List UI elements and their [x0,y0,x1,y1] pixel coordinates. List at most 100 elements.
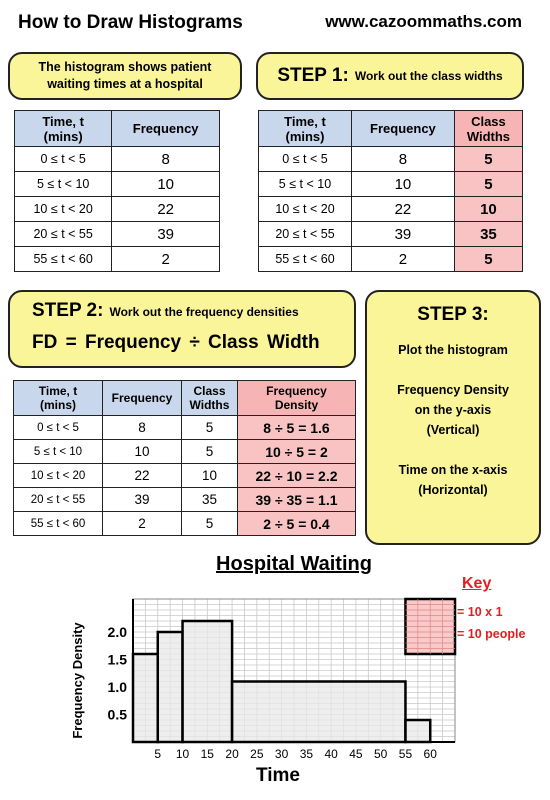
table-row: 55 ≤ t < 60 2 [13,246,220,272]
step2-label: STEP 2: [32,300,104,321]
frequency-header: Frequency [102,380,182,416]
step2-box: STEP 2: Work out the frequency densities… [8,290,356,368]
fd-cell: 8 ÷ 5 = 1.6 [237,415,356,440]
class-cell: 10 ≤ t < 20 [258,196,352,222]
frequency-cell: 39 [111,221,220,247]
frequency-cell: 2 [102,511,182,536]
class-width-cell: 5 [181,439,238,464]
class-width-cell: 5 [181,415,238,440]
frequency-cell: 22 [111,196,220,222]
frequency-header: Frequency [111,110,220,147]
frequency-header: Frequency [350,110,455,147]
table-row: 20 ≤ t < 55 39 35 [258,221,524,247]
fd-cell: 10 ÷ 5 = 2 [237,439,356,464]
step1-box: STEP 1: Work out the class widths [256,52,524,100]
x-tick-label: 25 [250,747,264,761]
step1-label: STEP 1: [277,65,349,86]
table-row: 55 ≤ t < 60 2 5 [258,246,524,272]
class-cell: 20 ≤ t < 55 [13,221,113,247]
time-header: Time, t (mins) [13,380,103,416]
x-tick-label: 20 [225,747,239,761]
class-width-table: Time, t (mins) Frequency Class Widths 0 ≤ … [258,110,524,272]
step2-text: Work out the frequency densities [109,305,299,319]
frequency-cell: 10 [111,171,220,197]
frequency-cell: 10 [102,439,182,464]
y-tick-label: 0.5 [108,707,128,723]
x-tick-label: 45 [349,747,363,761]
class-width-cell: 5 [453,246,524,272]
frequency-density-table: Time, t (mins) Frequency Class Widths Freq… [13,380,356,536]
key-line: = 10 people [457,627,526,641]
step1-text: Work out the class widths [354,69,503,83]
table-row: 5 ≤ t < 10 10 [13,171,220,197]
class-width-cell: 10 [181,463,238,488]
table-row: 10 ≤ t < 20 22 10 22 ÷ 10 = 2.2 [13,463,356,488]
x-tick-label: 35 [300,747,314,761]
frequency-cell: 8 [350,146,455,172]
page-title: How to Draw Histograms [18,12,243,33]
y-tick-label: 1.0 [108,679,128,695]
frequency-cell: 10 [350,171,455,197]
class-cell: 0 ≤ t < 5 [13,415,103,440]
x-tick-label: 55 [399,747,413,761]
x-tick-label: 60 [424,747,438,761]
class-cell: 5 ≤ t < 10 [13,171,113,197]
table-header-row: Time, t (mins) Frequency Class Widths [258,110,524,147]
class-cell: 20 ≤ t < 55 [13,487,103,512]
frequency-density-header: Frequency Density [237,380,356,416]
frequency-cell: 22 [102,463,182,488]
class-cell: 55 ≤ t < 60 [13,246,113,272]
table-row: 10 ≤ t < 20 22 10 [258,196,524,222]
x-tick-label: 5 [154,747,161,761]
chart-title: Hospital Waiting [216,553,372,575]
frequency-cell: 22 [350,196,455,222]
x-tick-label: 50 [374,747,388,761]
histogram-chart: 5 10 15 20 25 30 35 40 45 50 55 60 0.5 1.0 1.5 2.0 Time F… [70,597,457,786]
class-width-cell: 5 [453,146,524,172]
fd-cell: 22 ÷ 10 = 2.2 [237,463,356,488]
y-axis-label: Frequency Density [70,622,85,739]
histogram-bar [156,630,184,744]
step3-line: (Vertical) [426,423,480,437]
fd-cell: 2 ÷ 5 = 0.4 [237,511,356,536]
x-tick-label: 10 [176,747,190,761]
frequency-cell: 39 [350,221,455,247]
histogram-bar [181,619,234,744]
x-tick-label: 30 [275,747,289,761]
step3-line: (Horizontal) [418,483,488,497]
x-tick-label: 40 [324,747,338,761]
class-width-cell: 5 [181,511,238,536]
frequency-cell: 39 [102,487,182,512]
table-row: 10 ≤ t < 20 22 [13,196,220,222]
class-width-header: Class Widths [453,110,524,147]
class-cell: 55 ≤ t < 60 [258,246,352,272]
x-axis-label: Time [256,765,300,786]
class-cell: 5 ≤ t < 10 [258,171,352,197]
fd-cell: 39 ÷ 35 = 1.1 [237,487,356,512]
step3-line: on the y-axis [414,403,492,417]
class-cell: 0 ≤ t < 5 [258,146,352,172]
histogram-bar [404,718,432,744]
step3-line: Frequency Density [397,383,509,397]
class-cell: 5 ≤ t < 10 [13,439,103,464]
table-row: 5 ≤ t < 10 10 5 10 ÷ 5 = 2 [13,439,356,464]
key-title: Key [462,575,492,592]
histogram-bar [230,680,407,744]
y-tick-label: 2.0 [108,624,128,640]
class-width-cell: 35 [181,487,238,512]
class-cell: 0 ≤ t < 5 [13,146,113,172]
key-line: = 10 x 1 [457,605,503,619]
step3-line: Plot the histogram [398,343,508,357]
frequency-cell: 2 [350,246,455,272]
intro-text-line1: The histogram shows patient [38,60,212,74]
histogram-bar [131,652,160,744]
class-width-cell: 10 [453,196,524,222]
table-row: 20 ≤ t < 55 39 35 39 ÷ 35 = 1.1 [13,487,356,512]
x-tick-label: 15 [201,747,215,761]
step3-box: STEP 3: Plot the histogram Frequency Den… [365,290,541,545]
fd-formula: FD = Frequency ÷ Class Width [32,332,320,353]
